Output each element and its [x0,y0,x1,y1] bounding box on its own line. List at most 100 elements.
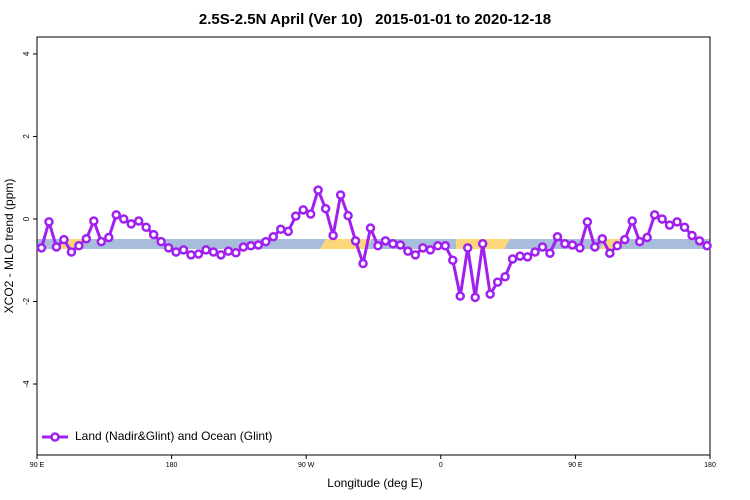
data-point [81,234,92,244]
data-point [171,247,181,257]
data-point [395,240,406,250]
data-point [627,216,637,226]
data-point [313,185,323,195]
data-point [552,231,563,242]
y-tick-label: 0 [22,216,31,221]
data-point [44,217,54,227]
data-point [126,219,136,229]
data-point [223,246,234,256]
data-point [679,222,690,232]
data-point [133,216,144,226]
data-point [455,291,465,301]
data-point [507,254,518,264]
data-point [178,245,189,255]
data-point [702,241,712,251]
legend-label: Land (Nadir&Glint) and Ocean (Glint) [75,429,272,443]
data-point [485,289,495,299]
data-point [410,250,421,260]
data-point [687,230,697,241]
data-point [418,243,428,253]
data-point [36,243,47,253]
data-point [305,209,316,219]
data-point [208,247,219,257]
data-point [156,236,166,247]
data-point [433,241,443,251]
data-point [537,242,548,252]
data-point [298,205,308,215]
data-point [664,220,675,230]
data-point [365,223,376,233]
data-point [388,238,398,249]
data-point [403,246,413,256]
data-point [283,226,294,237]
land-band [320,239,372,249]
data-point [74,241,84,251]
data-point [328,230,338,241]
data-point [163,243,174,253]
data-point [649,210,660,220]
data-point [89,216,99,226]
chart-title: 2.5S-2.5N April (Ver 10) 2015-01-01 to 2… [199,11,551,28]
data-point [620,234,630,245]
data-point [492,277,503,287]
data-point [522,252,533,262]
data-point [515,251,525,261]
y-tick-label: -4 [22,380,31,388]
data-point [425,245,436,255]
data-point [657,214,667,224]
data-point [470,292,480,303]
data-point [66,247,77,257]
y-tick-label: 2 [22,134,31,139]
data-point [448,255,458,265]
data-point [530,247,540,257]
data-point [111,210,122,220]
data-point [358,258,368,269]
data-point [597,234,608,244]
x-tick-label: 90 E [30,462,45,469]
data-point [238,242,249,252]
data-point [567,240,578,250]
x-tick-label: 90 W [298,462,315,469]
data-point [373,241,383,251]
data-point [51,242,62,252]
data-point [343,210,353,221]
data-point [694,236,705,246]
data-point [605,248,615,258]
x-tick-label: 180 [166,462,178,469]
y-axis-label: XCO2 - MLO trend (ppm) [2,179,16,314]
data-point [560,238,570,249]
surface-band [37,239,710,249]
data-point [261,236,271,247]
data-point [545,248,555,258]
data-point [590,242,600,252]
x-tick-label: 180 [704,462,716,469]
data-point [96,236,107,247]
data-point [253,240,264,250]
data-point [231,248,241,258]
data-point [148,229,159,240]
data-point [59,234,69,245]
ocean-band [37,239,710,249]
data-point [290,211,301,221]
data-point [634,236,645,247]
y-tick-label: -2 [22,297,31,305]
data-point [320,203,331,214]
data-point [276,224,286,235]
data-point [104,232,114,243]
x-tick-label: 0 [439,462,443,469]
data-point [216,250,226,260]
data-point [201,245,211,255]
data-point [440,241,451,251]
data-point [186,250,196,260]
data-point [380,236,391,246]
y-tick-label: 4 [22,51,31,56]
x-tick-label: 90 E [568,462,583,469]
data-point [268,231,279,242]
data-point [141,222,151,232]
data-point [118,214,129,224]
data-point [350,236,361,246]
data-point [672,217,682,227]
legend-marker [50,432,60,442]
data-point [575,243,585,253]
